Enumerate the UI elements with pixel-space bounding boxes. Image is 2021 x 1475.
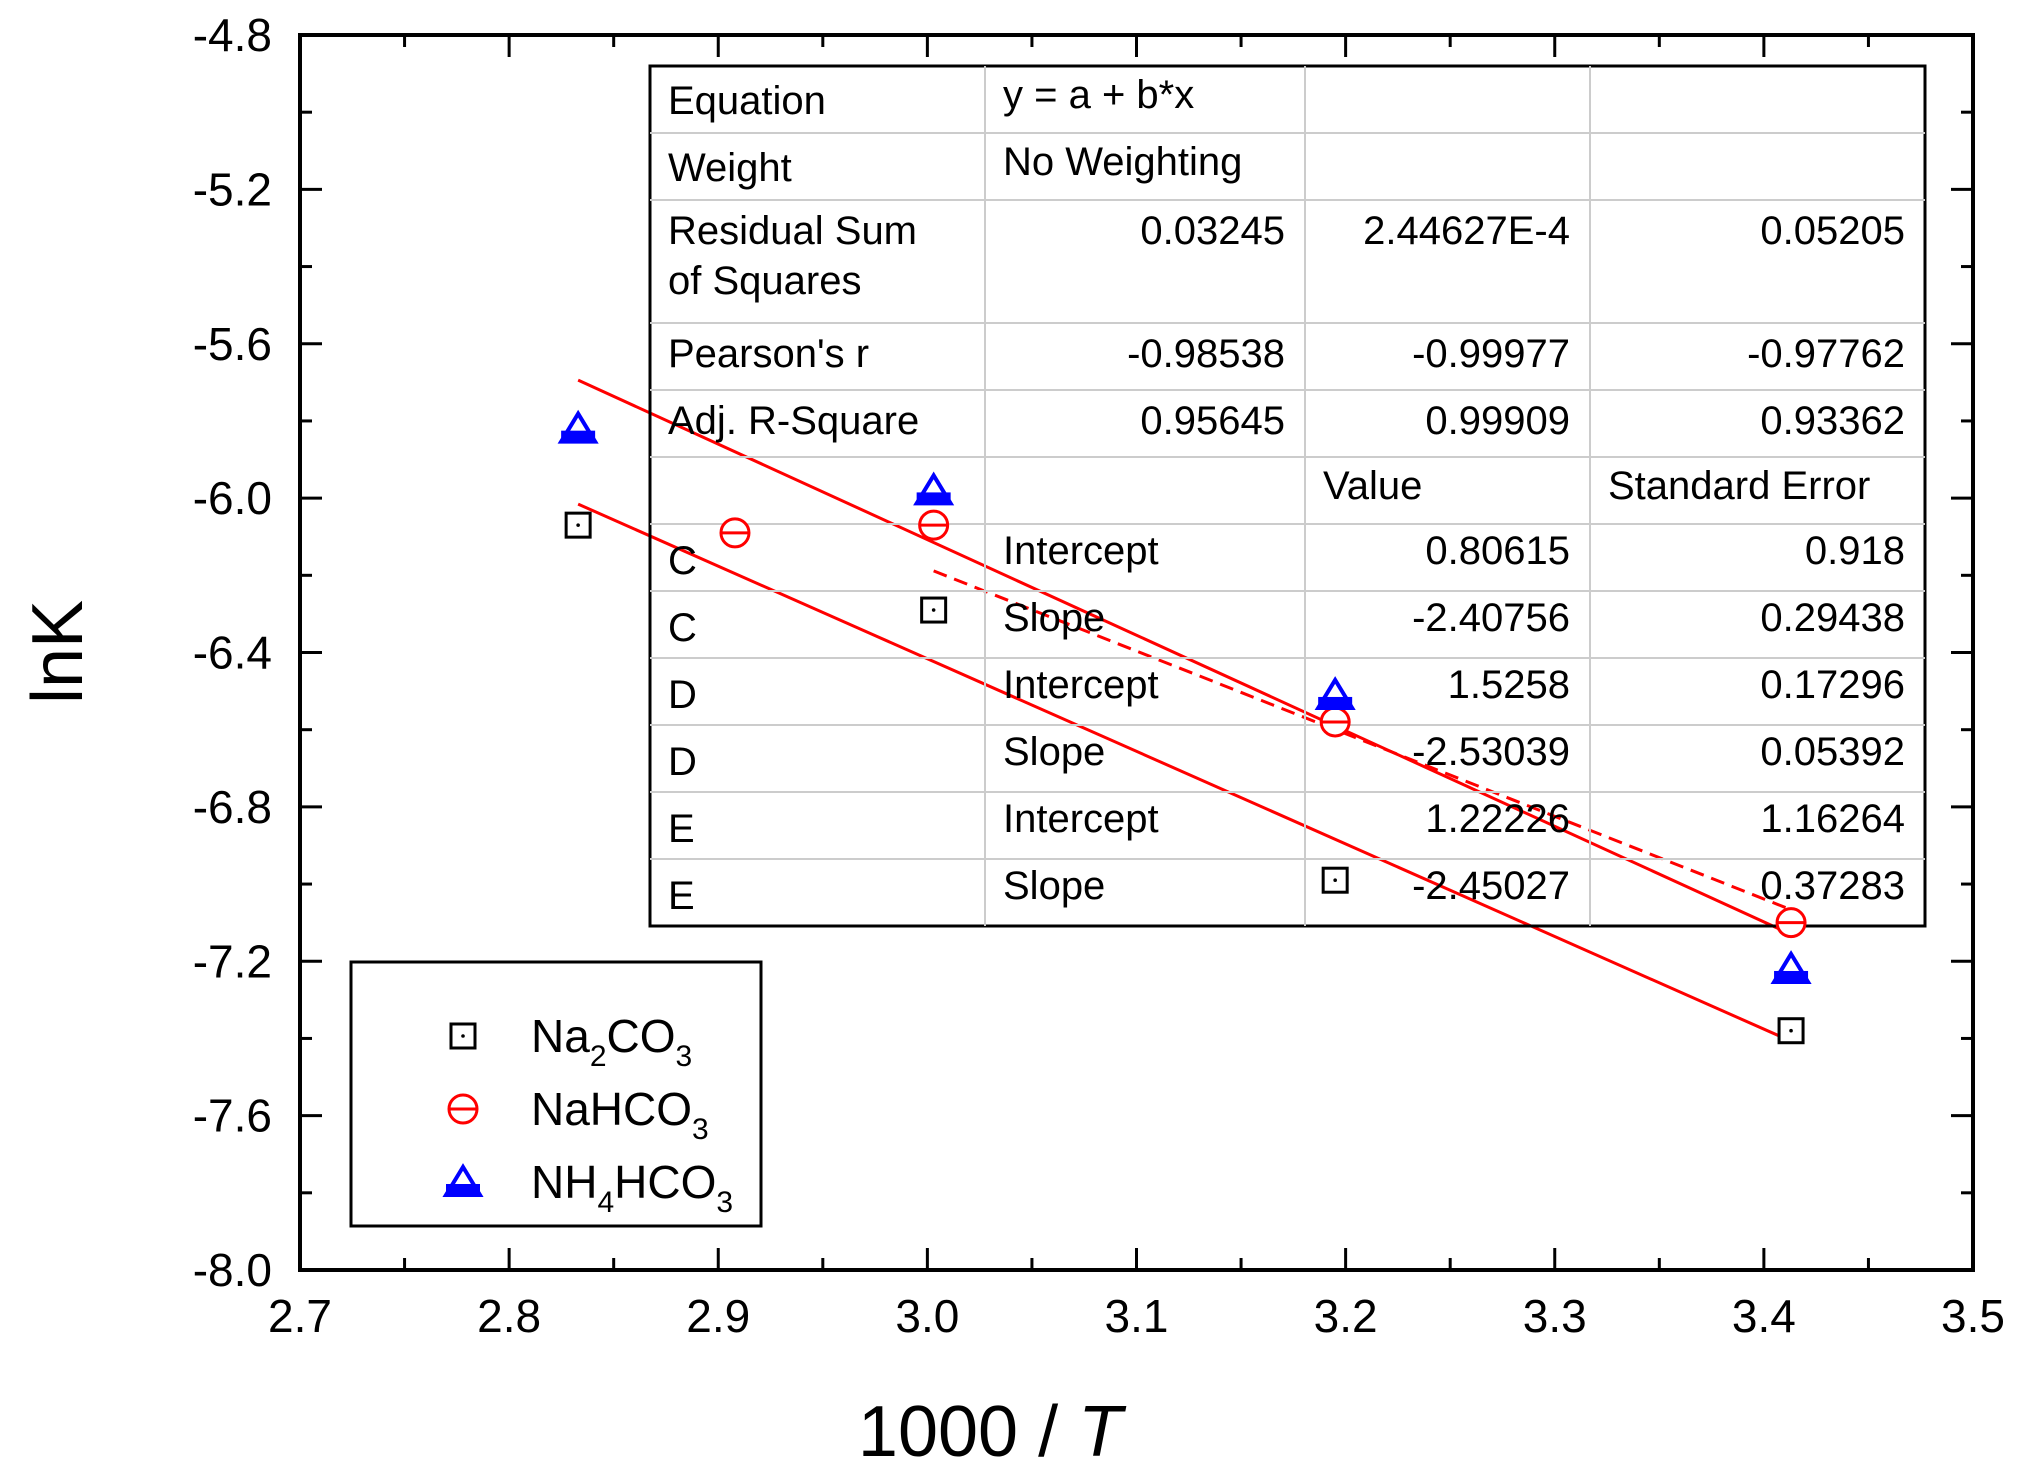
legend-label-subscript: 4 xyxy=(597,1186,614,1219)
fit-table-cell: of Squares xyxy=(668,259,861,303)
fit-table-cell: Pearson's r xyxy=(668,332,869,376)
legend-label-subscript: 3 xyxy=(692,1113,709,1146)
fit-table-cell: 0.80615 xyxy=(1425,529,1570,573)
fit-table-cell: No Weighting xyxy=(1003,140,1242,184)
legend-marker-nh4hco3-fill xyxy=(446,1184,480,1195)
fit-table-cell: 0.05205 xyxy=(1760,209,1905,253)
fit-table-cell: Residual Sum xyxy=(668,209,917,253)
fit-table-cell: D xyxy=(668,673,697,717)
fit-table-cell: C xyxy=(668,606,697,650)
fit-table-cell: 2.44627E-4 xyxy=(1363,209,1570,253)
x-tick-label: 3.3 xyxy=(1523,1290,1587,1342)
fit-table-cell: 0.918 xyxy=(1805,529,1905,573)
y-axis-title: lnK xyxy=(18,600,98,704)
legend-label-nahco3: NaHCO3 xyxy=(531,1083,709,1146)
fit-table-cell: -0.97762 xyxy=(1747,332,1905,376)
fit-table-cell: 0.93362 xyxy=(1760,399,1905,443)
x-axis-title: 1000 / T xyxy=(858,1392,1127,1472)
point-na2co3-dot xyxy=(931,608,936,612)
legend-label-subscript: 2 xyxy=(590,1040,607,1073)
fit-table-cell: Weight xyxy=(668,146,792,190)
fit-table-cell: 0.29438 xyxy=(1760,596,1905,640)
fit-table-cell: Intercept xyxy=(1003,797,1159,841)
point-nh4hco3-fill xyxy=(1318,696,1353,708)
legend-label-text: NaHCO xyxy=(531,1083,692,1135)
fit-table-cell: Slope xyxy=(1003,864,1105,908)
point-na2co3 xyxy=(920,596,948,624)
axis-ticks: 2.7 2.8 2.9 3.0 3.1 3.2 3.3 3.4 3.5 -4.8 -5.2 -5.6 -… xyxy=(193,9,2005,1342)
x-tick-label: 3.4 xyxy=(1732,1290,1796,1342)
x-tick-label: 2.7 xyxy=(268,1290,332,1342)
y-tick-label: -4.8 xyxy=(193,9,272,61)
legend-marker-na2co3-dot xyxy=(461,1034,465,1038)
legend-label-text: NH xyxy=(531,1156,597,1208)
fit-table-cell: Adj. R-Square xyxy=(668,399,919,443)
fit-table-cell: 1.22226 xyxy=(1425,797,1570,841)
x-tick-label: 3.2 xyxy=(1314,1290,1378,1342)
fit-table-cell: Intercept xyxy=(1003,529,1159,573)
fit-line-na2co3 xyxy=(577,502,1792,1043)
y-tick-label: -5.6 xyxy=(193,318,272,370)
fit-table-cell: 0.95645 xyxy=(1140,399,1285,443)
y-tick-label: -6.0 xyxy=(193,472,272,524)
x-axis-title-variable: T xyxy=(1078,1392,1127,1472)
fit-table-cell: 0.17296 xyxy=(1760,663,1905,707)
point-na2co3-dot xyxy=(576,523,580,527)
data-points xyxy=(557,409,1812,1045)
x-tick-label: 2.8 xyxy=(477,1290,541,1342)
point-nh4hco3-fill xyxy=(561,430,596,442)
axis-titles: 1000 / T lnK xyxy=(18,600,1127,1472)
legend-label-text: Na xyxy=(531,1010,590,1062)
fit-table-cell: C xyxy=(668,539,697,583)
fit-table-cell: 1.16264 xyxy=(1760,797,1905,841)
legend-label-text: CO xyxy=(607,1010,676,1062)
fit-table-cell: 0.99909 xyxy=(1425,399,1570,443)
fit-table-cell: Standard Error xyxy=(1608,464,1870,508)
fit-table-cell: Equation xyxy=(668,79,826,123)
y-tick-label: -8.0 xyxy=(193,1244,272,1296)
point-nh4hco3-fill xyxy=(1774,970,1809,982)
fit-table-cell: Value xyxy=(1323,464,1422,508)
fit-table-cell: Slope xyxy=(1003,596,1105,640)
x-axis-title-prefix: 1000 / xyxy=(858,1392,1078,1472)
point-nh4hco3-fill xyxy=(916,492,951,504)
fit-table-cell: 1.5258 xyxy=(1448,663,1570,707)
legend-label-subscript: 3 xyxy=(716,1186,733,1219)
fit-table-cell: 0.05392 xyxy=(1760,730,1905,774)
fit-table-cell: -2.53039 xyxy=(1412,730,1570,774)
x-tick-label: 2.9 xyxy=(686,1290,750,1342)
fit-table-cell: E xyxy=(668,874,695,918)
fit-table: Equation y = a + b*x Weight No Weighting Res… xyxy=(648,64,1927,928)
fit-table-cell: -2.40756 xyxy=(1412,596,1570,640)
fit-table-cell: D xyxy=(668,740,697,784)
fit-table-cell: 0.03245 xyxy=(1140,209,1285,253)
fit-table-cell: E xyxy=(668,807,695,851)
legend-box xyxy=(349,960,763,1228)
fit-table-cell: 0.37283 xyxy=(1760,864,1905,908)
legend-label-text: HCO xyxy=(614,1156,716,1208)
legend-label-na2co3: Na2CO3 xyxy=(531,1010,692,1073)
fit-table-cell: -0.98538 xyxy=(1127,332,1285,376)
x-tick-label: 3.5 xyxy=(1941,1290,2005,1342)
fit-table-cell: -0.99977 xyxy=(1412,332,1570,376)
y-tick-label: -5.2 xyxy=(193,163,272,215)
legend-label-nh4hco3: NH4HCO3 xyxy=(531,1156,733,1219)
y-tick-label: -7.2 xyxy=(193,935,272,987)
point-na2co3-dot xyxy=(1789,1028,1793,1033)
fit-table-cell: y = a + b*x xyxy=(1003,73,1194,117)
point-na2co3-dot xyxy=(1333,878,1337,883)
fit-table-cell: Slope xyxy=(1003,730,1105,774)
legend-label-subscript: 3 xyxy=(676,1040,693,1073)
fit-table-border xyxy=(648,64,1927,928)
fit-table-cell: Intercept xyxy=(1003,663,1159,707)
x-tick-label: 3.1 xyxy=(1105,1290,1169,1342)
y-tick-label: -6.8 xyxy=(193,781,272,833)
y-tick-label: -7.6 xyxy=(193,1090,272,1142)
x-tick-label: 3.0 xyxy=(895,1290,959,1342)
y-tick-label: -6.4 xyxy=(193,627,272,679)
fit-table-cell: -2.45027 xyxy=(1412,864,1570,908)
